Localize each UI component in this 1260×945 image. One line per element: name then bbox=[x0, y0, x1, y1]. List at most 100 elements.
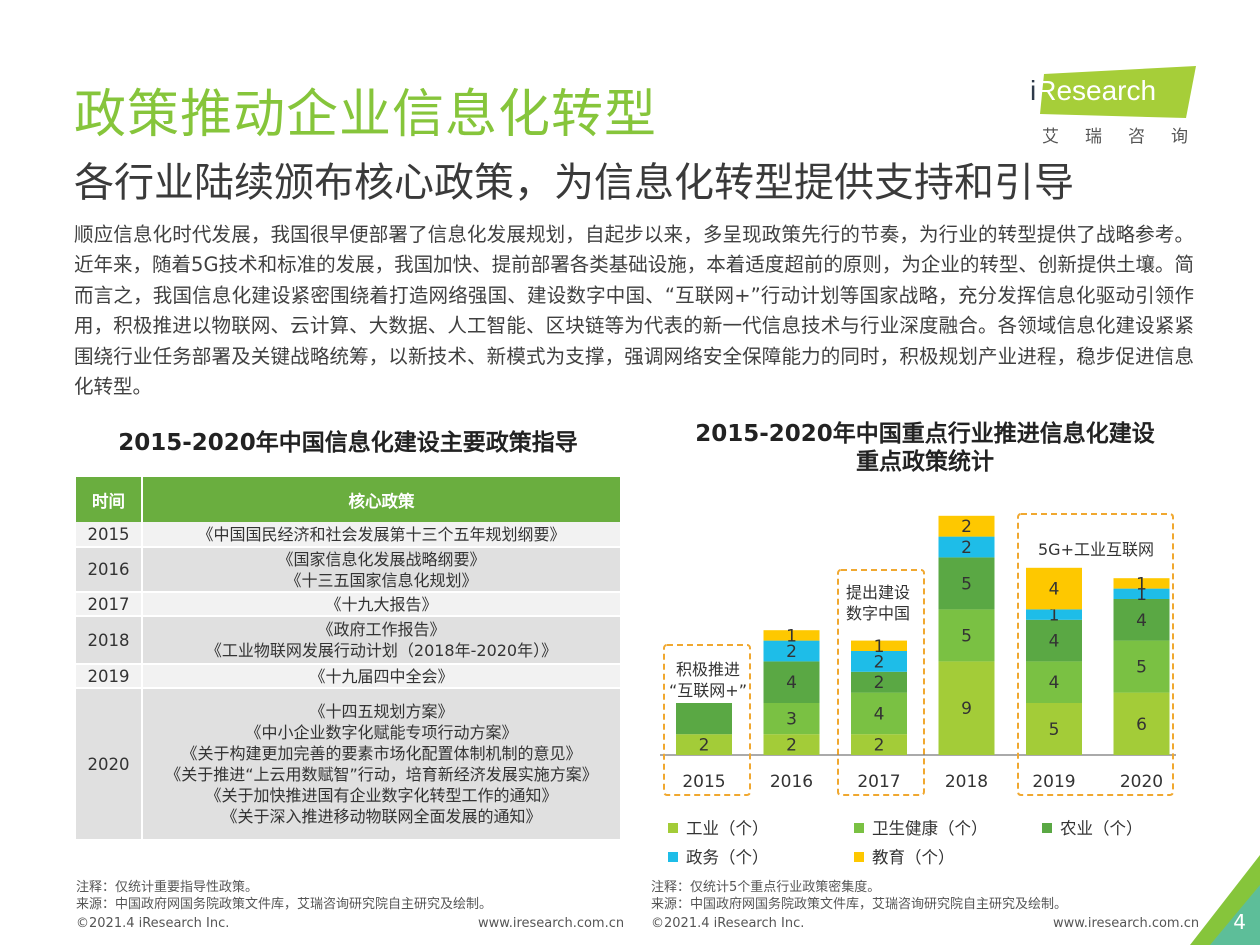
annotation-text: 5G+工业互联网 bbox=[1038, 540, 1154, 559]
data-label: 2 bbox=[961, 538, 972, 558]
bar-segment bbox=[938, 609, 995, 662]
legend-swatch-education bbox=[854, 851, 864, 862]
footer-left-note: 注释：仅统计重要指导性政策。 bbox=[76, 880, 259, 895]
data-label: 2 bbox=[699, 736, 710, 756]
x-tick-label: 2016 bbox=[770, 772, 813, 792]
table-cell-policies: 《政府工作报告》《工业物联网发展行动计划（2018年-2020年）》 bbox=[142, 616, 620, 665]
data-label: 2 bbox=[786, 736, 797, 756]
table-cell-policies: 《国家信息化发展战略纲要》 《十三五国家信息化规划》 bbox=[142, 547, 620, 593]
footer-right-copyright: ©2021.4 iResearch Inc. bbox=[651, 916, 805, 931]
footer-right-url[interactable]: www.iresearch.com.cn bbox=[1053, 916, 1200, 931]
column-header-time: 时间 bbox=[76, 477, 143, 522]
bar-segment bbox=[938, 557, 995, 610]
table-row: 2016 《国家信息化发展战略纲要》 《十三五国家信息化规划》 bbox=[76, 547, 620, 593]
bar-segment bbox=[851, 734, 907, 755]
table-cell-year: 2017 bbox=[76, 592, 143, 617]
data-label: 1 bbox=[1049, 606, 1060, 626]
data-label: 4 bbox=[1136, 611, 1147, 631]
chart-title: 2015-2020年中国重点行业推进信息化建设 重点政策统计 bbox=[650, 420, 1200, 476]
table-cell-policies: 《十九届四中全会》 bbox=[142, 664, 620, 689]
data-label: 4 bbox=[1049, 632, 1060, 652]
stacked-bar-chart: 2201523421201624221201795522201854414201… bbox=[660, 513, 1176, 796]
data-label: 2 bbox=[786, 642, 797, 662]
bar-segment bbox=[938, 536, 995, 558]
table-row: 2020 《十四五规划方案》 《中小企业数字化赋能专项行动方案》 《关于构建更加完善的… bbox=[76, 688, 620, 841]
bar-segment bbox=[763, 640, 820, 662]
bar-segment bbox=[851, 692, 907, 735]
legend-swatch-government bbox=[668, 851, 678, 862]
policy-item: 《工业物联网发展行动计划（2018年-2020年）》 bbox=[205, 641, 558, 660]
policy-item: 《十三五国家信息化规划》 bbox=[285, 570, 478, 590]
policy-item: 《关于构建更加完善的要素市场化配置体制机制的意见》 bbox=[181, 744, 582, 763]
data-label: 2 bbox=[874, 736, 885, 756]
table-cell-year: 2018 bbox=[76, 616, 143, 665]
x-tick-label: 2015 bbox=[682, 772, 725, 792]
bar-segment bbox=[851, 651, 907, 672]
chart-title-line-1: 2015-2020年中国重点行业推进信息化建设 bbox=[695, 421, 1155, 447]
corner-decoration bbox=[1190, 855, 1260, 945]
logo-chinese-name: 艾瑞咨询 bbox=[1042, 127, 1214, 147]
annotation-box-2017 bbox=[837, 569, 925, 796]
bar-segment bbox=[1113, 692, 1170, 755]
footer-left-url[interactable]: www.iresearch.com.cn bbox=[478, 916, 625, 931]
legend-swatch-industry bbox=[668, 822, 678, 833]
bar-segment bbox=[1026, 567, 1082, 610]
footer-right-note: 注释：仅统计5个重点行业政策密集度。 bbox=[651, 880, 881, 895]
x-tick-label: 2019 bbox=[1032, 772, 1075, 792]
data-label: 1 bbox=[786, 626, 797, 646]
annotation-box-2019-2020 bbox=[1017, 513, 1174, 796]
page-number: 4 bbox=[1233, 910, 1246, 934]
policy-item: 《关于深入推进移动物联网全面发展的通知》 bbox=[221, 807, 542, 826]
bar-segment bbox=[1113, 599, 1170, 641]
bar-segment bbox=[763, 661, 820, 703]
data-label: 4 bbox=[1049, 673, 1060, 693]
bar-segment bbox=[1113, 640, 1170, 693]
data-label: 2 bbox=[874, 652, 885, 672]
bar-segment bbox=[763, 703, 820, 735]
policy-table: 时间 核心政策 2015 《中国国民经济和社会发展第十三个五年规划纲要》 2016 《… bbox=[76, 477, 620, 841]
x-tick-label: 2020 bbox=[1120, 772, 1163, 792]
data-label: 4 bbox=[874, 704, 885, 724]
annotation-text: 提出建设 bbox=[846, 583, 910, 602]
bar-segment bbox=[763, 630, 820, 641]
legend-swatch-health bbox=[854, 822, 864, 833]
data-label: 3 bbox=[786, 710, 797, 730]
data-label: 5 bbox=[1049, 720, 1060, 740]
table-cell-policies: 《中国国民经济和社会发展第十三个五年规划纲要》 bbox=[142, 522, 620, 548]
data-label: 6 bbox=[1136, 715, 1147, 735]
bar-segment bbox=[938, 515, 995, 537]
footer-right-source: 来源：中国政府网国务院政策文件库，艾瑞咨询研究院自主研究及绘制。 bbox=[651, 897, 1068, 912]
data-label: 5 bbox=[961, 574, 972, 594]
bar-segment bbox=[1026, 703, 1082, 755]
footer-left-source: 来源：中国政府网国务院政策文件库，艾瑞咨询研究院自主研究及绘制。 bbox=[76, 897, 493, 912]
chart-title-line-2: 重点政策统计 bbox=[856, 449, 994, 475]
legend-item-government: 政务（个） bbox=[668, 844, 769, 868]
data-label: 4 bbox=[1049, 580, 1060, 600]
table-cell-year: 2015 bbox=[76, 522, 143, 548]
policy-table-title: 2015-2020年中国信息化建设主要政策指导 bbox=[118, 430, 578, 456]
policy-item: 《关于推进“上云用数赋智”行动，培育新经济发展实施方案》 bbox=[165, 765, 598, 784]
policy-table-header-row: 时间 核心政策 bbox=[76, 477, 620, 522]
bar-segment bbox=[1113, 588, 1170, 599]
data-label: 2 bbox=[961, 517, 972, 537]
legend-item-agriculture: 农业（个） bbox=[1042, 815, 1143, 839]
policy-item: 《中国国民经济和社会发展第十三个五年规划纲要》 bbox=[197, 524, 566, 544]
page-subtitle: 各行业陆续颁布核心政策，为信息化转型提供支持和引导 bbox=[74, 160, 1074, 206]
bar-segment bbox=[1026, 661, 1082, 703]
legend-item-health: 卫生健康（个） bbox=[854, 815, 988, 839]
table-cell-year: 2019 bbox=[76, 664, 143, 689]
bar-segment bbox=[1026, 609, 1082, 620]
intro-paragraph: 顺应信息化时代发展，我国很早便部署了信息化发展规划，自起步以来，多呈现政策先行的… bbox=[74, 223, 1194, 399]
legend-item-education: 教育（个） bbox=[854, 844, 955, 868]
table-row: 2017 《十九大报告》 bbox=[76, 592, 620, 617]
table-cell-year: 2020 bbox=[76, 688, 143, 841]
policy-item: 《中小企业数字化赋能专项行动方案》 bbox=[245, 723, 518, 742]
footer-left-copyright: ©2021.4 iResearch Inc. bbox=[76, 916, 230, 931]
bar-segment bbox=[1026, 619, 1082, 662]
bar-segment bbox=[676, 703, 732, 735]
policy-item: 《政府工作报告》 bbox=[317, 620, 446, 639]
annotation-text: 积极推进 bbox=[676, 660, 740, 679]
bar-segment bbox=[851, 640, 907, 651]
iresearch-logo: iResearch 艾瑞咨询 bbox=[1030, 66, 1200, 147]
data-label: 4 bbox=[786, 673, 797, 693]
